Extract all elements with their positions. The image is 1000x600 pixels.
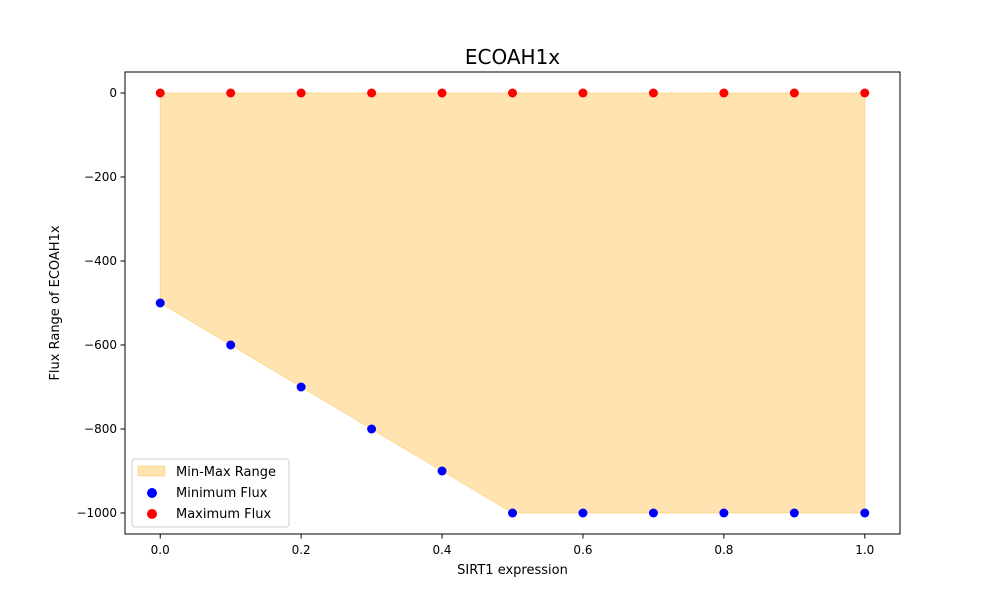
maximum-flux-point <box>719 88 729 98</box>
fill-layer <box>159 92 866 514</box>
y-tick-label: −1000 <box>76 506 117 520</box>
legend-swatch-range <box>137 465 166 477</box>
legend-label-minimum: Minimum Flux <box>176 486 268 501</box>
y-axis-ticks: 0 −200 −400 −600 −800 −1000 <box>76 86 125 520</box>
legend-swatch-maximum <box>147 509 157 519</box>
minimum-flux-point <box>648 508 658 518</box>
x-axis-title: SIRT1 expression <box>457 563 568 578</box>
minimum-flux-point <box>860 508 870 518</box>
y-axis-title: Flux Range of ECOAH1x <box>48 225 63 380</box>
x-tick-label: 0.8 <box>714 543 733 557</box>
legend-box <box>131 458 290 528</box>
maximum-flux-point <box>648 88 658 98</box>
maximum-flux-point <box>508 88 517 98</box>
min-max-range-area <box>159 92 866 514</box>
maximum-flux-point <box>367 88 377 98</box>
x-tick-label: 1.0 <box>855 543 874 557</box>
maximum-flux-point <box>437 88 447 98</box>
points-layer <box>155 88 870 518</box>
legend-label-range: Min-Max Range <box>176 465 276 480</box>
maximum-flux-point <box>296 88 306 98</box>
y-tick-label: −600 <box>84 338 117 352</box>
minimum-flux-point <box>296 382 306 392</box>
minimum-flux-point <box>578 508 588 518</box>
y-tick-label: 0 <box>109 86 117 100</box>
x-tick-label: 0.6 <box>573 543 592 557</box>
x-tick-label: 0.2 <box>292 543 311 557</box>
plot-area-frame <box>124 71 901 535</box>
minimum-flux-point <box>789 508 799 518</box>
legend-swatch-minimum <box>147 488 157 498</box>
maximum-flux-point <box>860 88 870 98</box>
minimum-flux-point <box>155 298 165 308</box>
chart-title: ECOAH1x <box>465 45 560 69</box>
maximum-flux-point <box>578 88 588 98</box>
y-tick-label: −200 <box>84 170 117 184</box>
x-tick-label: 0.0 <box>151 543 170 557</box>
y-tick-label: −400 <box>84 254 117 268</box>
maximum-flux-point <box>155 88 165 98</box>
maximum-flux-point <box>226 88 236 98</box>
x-axis-ticks: 0.0 0.2 0.4 0.6 0.8 1.0 <box>151 534 874 557</box>
minimum-flux-point <box>719 508 729 518</box>
minimum-flux-point <box>508 508 517 518</box>
y-tick-label: −800 <box>84 422 117 436</box>
minimum-flux-point <box>367 424 377 434</box>
minimum-flux-point <box>437 466 447 476</box>
x-tick-label: 0.4 <box>432 543 451 557</box>
minimum-flux-point <box>226 340 236 350</box>
maximum-flux-point <box>789 88 799 98</box>
legend-label-maximum: Maximum Flux <box>176 507 272 522</box>
legend: Min-Max Range Minimum Flux Maximum Flux <box>131 458 290 528</box>
